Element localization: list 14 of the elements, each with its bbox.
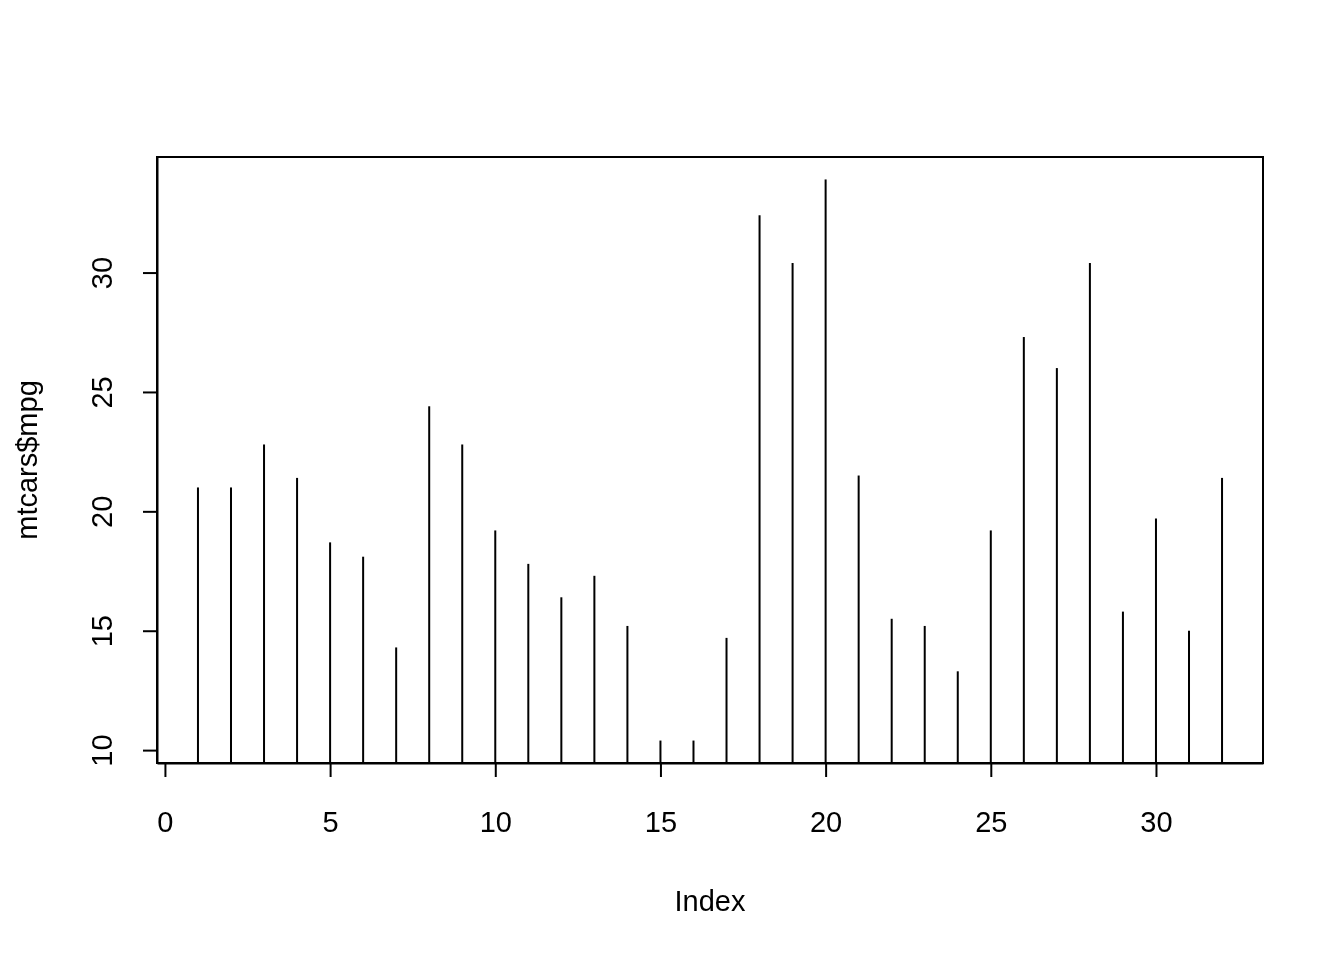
x-axis-title: Index [674,885,746,917]
x-tick-label: 25 [975,805,1008,838]
x-tick-label: 30 [1140,805,1173,838]
y-tick-label: 10 [86,734,118,767]
y-tick-label: 25 [86,376,118,409]
y-tick-label: 20 [86,495,118,528]
x-tick-label: 5 [322,805,339,838]
x-tick-label: 10 [479,805,512,838]
y-tick-label: 30 [86,256,118,290]
y-axis-title: mtcars$mpg [11,380,43,540]
x-tick-label: 15 [644,805,678,838]
y-tick-label: 15 [86,615,118,648]
x-tick-label: 20 [809,805,843,838]
x-tick-label: 0 [157,805,174,838]
